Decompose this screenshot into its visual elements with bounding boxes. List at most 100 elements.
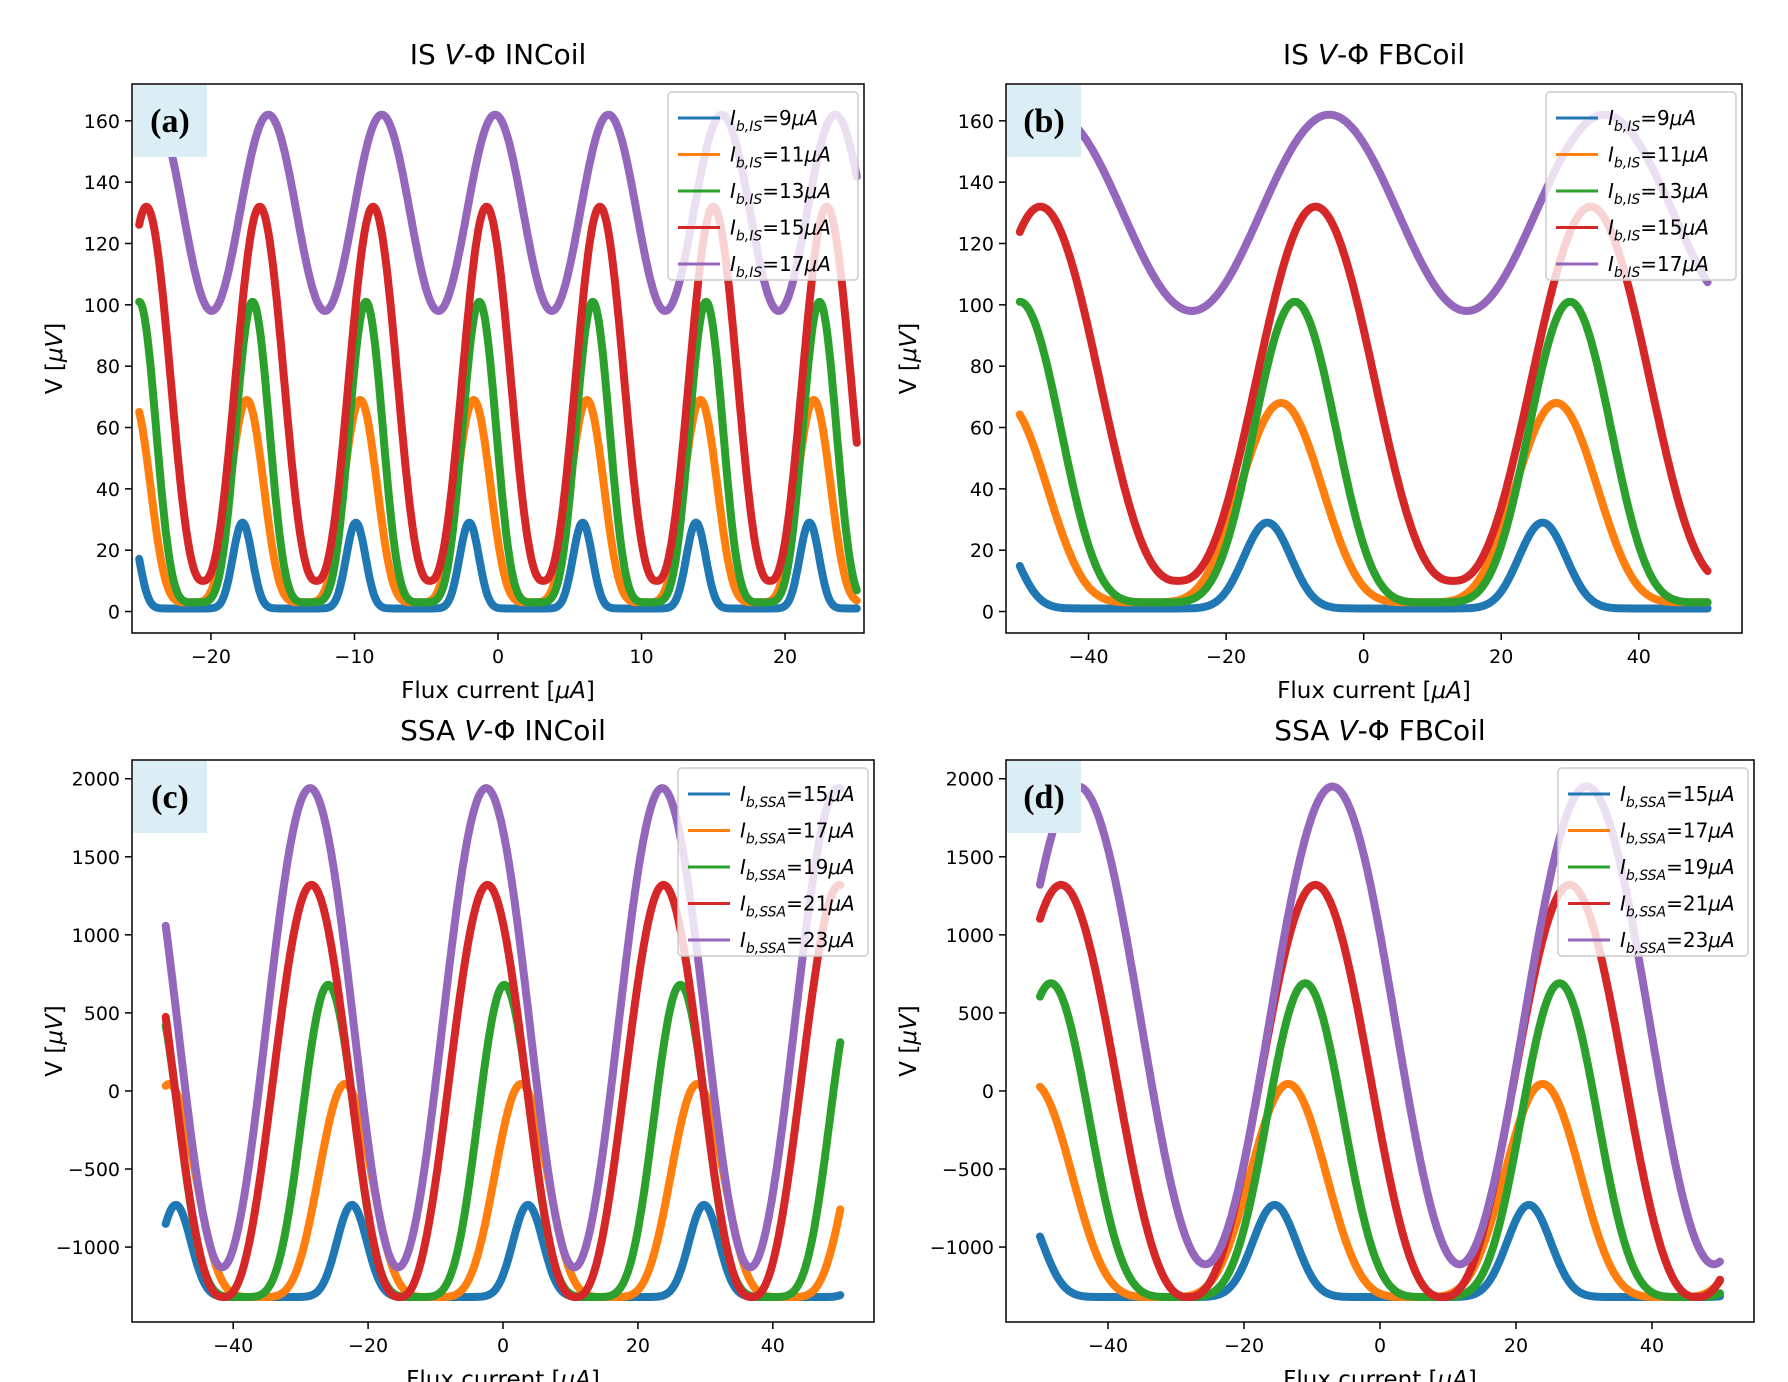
x-tick-label: 40: [1627, 646, 1651, 668]
legend-subscript: b,IS: [1614, 119, 1640, 135]
chart-title: IS V-Φ FBCoil: [1283, 38, 1465, 71]
x-tick-label: 20: [1489, 646, 1513, 668]
y-axis-label: V [μV]: [42, 323, 68, 394]
legend-symbol: I: [730, 106, 736, 130]
legend-label: Ib,SSA=23μA: [1620, 928, 1735, 957]
series-line-1: [135, 395, 861, 607]
y-tick-label: 160: [958, 111, 994, 133]
title-part: V: [1338, 714, 1359, 747]
legend-label: Ib,SSA=23μA: [740, 928, 855, 957]
title-part: IS: [410, 38, 445, 71]
x-tick-label: −10: [334, 646, 374, 668]
legend-unit: μA: [827, 819, 854, 843]
y-tick-label: 140: [958, 172, 994, 194]
title-part: V: [464, 714, 485, 747]
panel-label-badge: [1007, 85, 1081, 157]
legend-symbol: I: [1608, 143, 1614, 167]
ylabel-part: V [: [42, 1045, 68, 1077]
legend-label: Ib,SSA=17μA: [740, 819, 855, 848]
y-tick-label: 1500: [72, 847, 120, 869]
legend-label: Ib,IS=17μA: [1608, 252, 1709, 281]
legend-subscript: b,IS: [1614, 229, 1640, 245]
panel-label-badge: [133, 85, 207, 157]
legend-subscript: b,IS: [736, 156, 762, 172]
legend-unit: μA: [1707, 855, 1734, 879]
y-tick-label: 20: [970, 540, 994, 562]
xlabel-part: Flux current [: [406, 1367, 560, 1382]
legend-subscript: b,IS: [736, 119, 762, 135]
legend-unit: μA: [1681, 216, 1708, 240]
legend: Ib,IS=9μAIb,IS=11μAIb,IS=13μAIb,IS=15μAI…: [1545, 91, 1737, 281]
legend-symbol: I: [740, 928, 746, 952]
legend-subscript: b,IS: [1614, 192, 1640, 208]
series-lines: [161, 784, 845, 1301]
legend-value: =13: [1640, 179, 1682, 203]
y-tick-label: 120: [958, 233, 994, 255]
legend-subscript: b,SSA: [1626, 941, 1666, 957]
legend-unit: μA: [1681, 143, 1708, 167]
title-part: SSA: [400, 714, 464, 747]
xlabel-part: Flux current [: [401, 678, 555, 704]
x-tick-label: −20: [348, 1335, 388, 1357]
legend-subscript: b,IS: [1614, 265, 1640, 281]
xlabel-part: ]: [1468, 1367, 1477, 1382]
legend-box: [667, 91, 859, 281]
xlabel-part: ]: [1462, 678, 1471, 704]
ylabel-part: μV: [42, 330, 68, 364]
x-tick-label: 20: [626, 1335, 650, 1357]
panel-label: (a): [150, 103, 190, 140]
y-tick-label: 60: [96, 418, 120, 440]
legend-symbol: I: [740, 782, 746, 806]
legend-unit: μA: [791, 106, 818, 130]
legend-symbol: I: [1620, 928, 1626, 952]
ylabel-part: μV: [896, 330, 922, 364]
legend-unit: μA: [1707, 892, 1734, 916]
x-tick-label: 40: [1640, 1335, 1664, 1357]
series-line-0: [1015, 518, 1712, 613]
series-line-3: [161, 880, 845, 1301]
title-part: V: [1318, 38, 1339, 71]
chart-title: SSA V-Φ FBCoil: [1274, 714, 1485, 747]
y-tick-label: 1000: [72, 925, 120, 947]
plot-frame: [1005, 83, 1743, 634]
ylabel-part: μV: [896, 1012, 922, 1046]
panel-label-badge: [133, 761, 207, 833]
legend-symbol: I: [740, 819, 746, 843]
legend-label: Ib,SSA=15μA: [740, 782, 855, 811]
legend-unit: μA: [827, 855, 854, 879]
legend-subscript: b,SSA: [746, 941, 786, 957]
legend-subscript: b,SSA: [1626, 795, 1666, 811]
legend-value: =11: [762, 143, 804, 167]
ylabel-part: μV: [42, 1012, 68, 1046]
series-line-2: [1036, 979, 1724, 1301]
legend-symbol: I: [730, 179, 736, 203]
legend-unit: μA: [827, 928, 854, 952]
legend-symbol: I: [740, 892, 746, 916]
ylabel-part: ]: [42, 323, 68, 332]
legend-symbol: I: [1620, 892, 1626, 916]
legend-symbol: I: [1608, 216, 1614, 240]
series-lines: [135, 110, 861, 613]
legend-label: Ib,IS=11μA: [730, 143, 831, 172]
legend-subscript: b,SSA: [746, 832, 786, 848]
legend-subscript: b,SSA: [1626, 905, 1666, 921]
legend-box: [1557, 767, 1749, 957]
x-tick-label: −20: [1224, 1335, 1264, 1357]
x-tick-label: 0: [1374, 1335, 1386, 1357]
chart-title: SSA V-Φ INCoil: [400, 714, 606, 747]
legend-value: =21: [1666, 892, 1708, 916]
y-tick-label: 0: [982, 1081, 994, 1103]
x-tick-label: −40: [1088, 1335, 1128, 1357]
legend-value: =19: [786, 855, 828, 879]
panel-label: (d): [1023, 779, 1065, 816]
legend-unit: μA: [827, 782, 854, 806]
y-tick-label: −500: [942, 1159, 994, 1181]
title-part: -Φ INCoil: [483, 714, 606, 747]
legend-label: Ib,IS=15μA: [730, 216, 831, 245]
title-part: -Φ FBCoil: [1358, 714, 1486, 747]
legend-label: Ib,IS=13μA: [730, 179, 831, 208]
chart-panel-d: −40 −20 0 20 40 −1000 −500 0 500 1000 1500 2000 SSA …: [896, 714, 1755, 1382]
series-line-2: [135, 297, 861, 607]
legend-unit: μA: [803, 143, 830, 167]
series-line-4: [161, 784, 845, 1272]
